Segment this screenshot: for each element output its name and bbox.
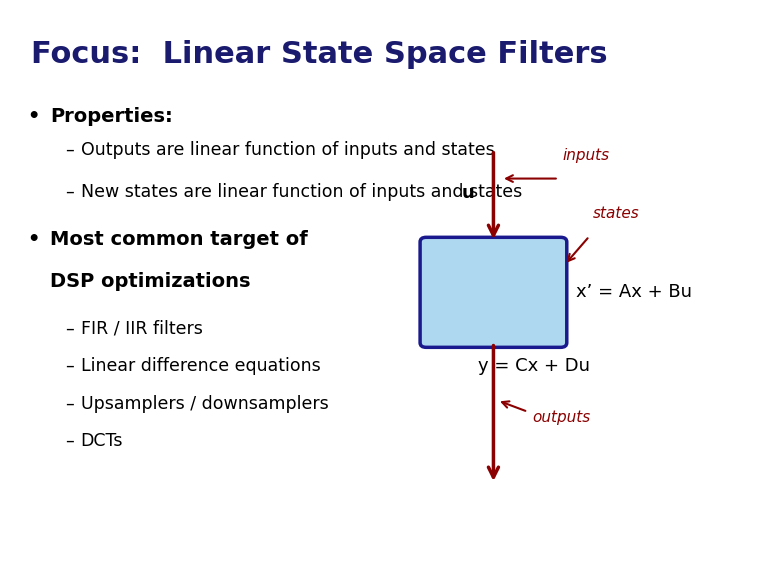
Text: –: – — [65, 141, 74, 159]
Text: states: states — [594, 206, 640, 221]
Text: FIR / IIR filters: FIR / IIR filters — [81, 320, 203, 338]
FancyBboxPatch shape — [420, 237, 567, 347]
Text: Outputs are linear function of inputs and states: Outputs are linear function of inputs an… — [81, 141, 495, 159]
Text: –: – — [65, 357, 74, 375]
Text: x’ = Ax + Bu: x’ = Ax + Bu — [576, 283, 692, 301]
Text: Linear difference equations: Linear difference equations — [81, 357, 320, 375]
Text: inputs: inputs — [562, 148, 610, 163]
Text: Properties:: Properties: — [50, 107, 173, 126]
Text: New states are linear function of inputs and states: New states are linear function of inputs… — [81, 183, 522, 200]
Text: u: u — [462, 184, 474, 202]
Text: –: – — [65, 183, 74, 200]
Text: Focus:  Linear State Space Filters: Focus: Linear State Space Filters — [31, 40, 607, 69]
Text: –: – — [65, 320, 74, 338]
Text: y = Cx + Du: y = Cx + Du — [478, 357, 590, 375]
Text: outputs: outputs — [532, 410, 590, 425]
Text: •: • — [27, 107, 39, 126]
Text: –: – — [65, 432, 74, 450]
Text: DSP optimizations: DSP optimizations — [50, 272, 250, 291]
Text: Upsamplers / downsamplers: Upsamplers / downsamplers — [81, 395, 329, 412]
Text: Most common target of: Most common target of — [50, 230, 308, 249]
Text: •: • — [27, 230, 39, 249]
Text: DCTs: DCTs — [81, 432, 123, 450]
Text: –: – — [65, 395, 74, 412]
